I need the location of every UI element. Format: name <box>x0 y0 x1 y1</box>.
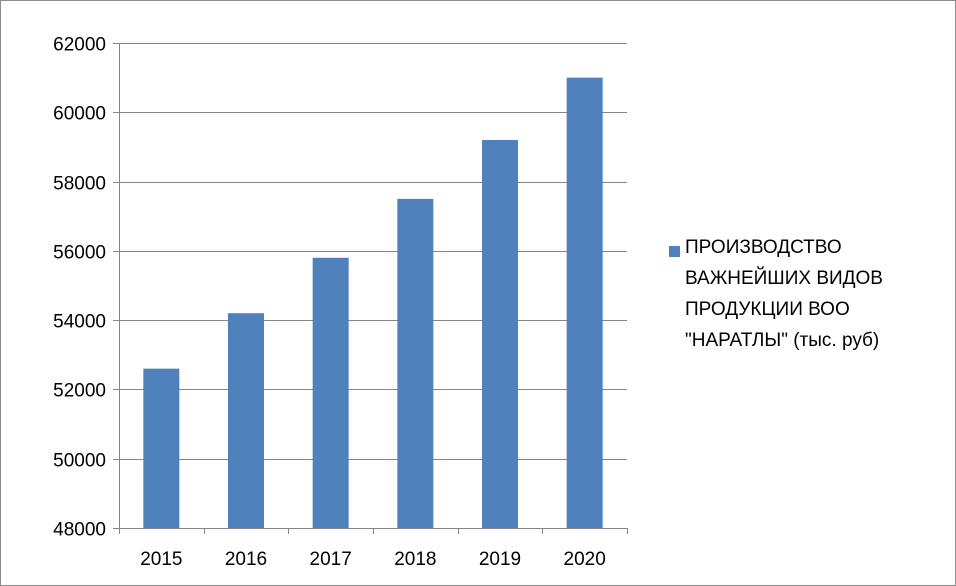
x-tick-label: 2017 <box>310 549 352 570</box>
y-tick-label: 56000 <box>53 243 106 264</box>
bar-2020 <box>566 77 603 529</box>
bar-2018 <box>397 198 434 528</box>
x-tick-label: 2018 <box>394 549 436 570</box>
x-tick-label: 2016 <box>225 549 267 570</box>
y-tick-label: 60000 <box>53 104 106 125</box>
bar-2015 <box>143 368 180 528</box>
bar-2016 <box>228 313 264 528</box>
bar-2019 <box>482 140 518 528</box>
x-tick-label: 2019 <box>479 549 521 570</box>
y-tick-label: 54000 <box>53 312 106 333</box>
y-tick-label: 50000 <box>53 451 106 472</box>
y-tick-label: 58000 <box>53 174 106 195</box>
y-tick-label: 52000 <box>53 381 106 402</box>
y-tick-label: 62000 <box>53 35 106 56</box>
x-tick-label: 2015 <box>140 549 182 570</box>
x-tick-label: 2020 <box>564 549 606 570</box>
legend-label: ПРОИЗВОДСТВО ВАЖНЕЙШИХ ВИДОВ ПРОДУКЦИИ В… <box>685 237 883 351</box>
y-tick-label: 48000 <box>53 520 106 541</box>
bar-2017 <box>312 257 349 528</box>
legend-swatch <box>669 246 680 257</box>
